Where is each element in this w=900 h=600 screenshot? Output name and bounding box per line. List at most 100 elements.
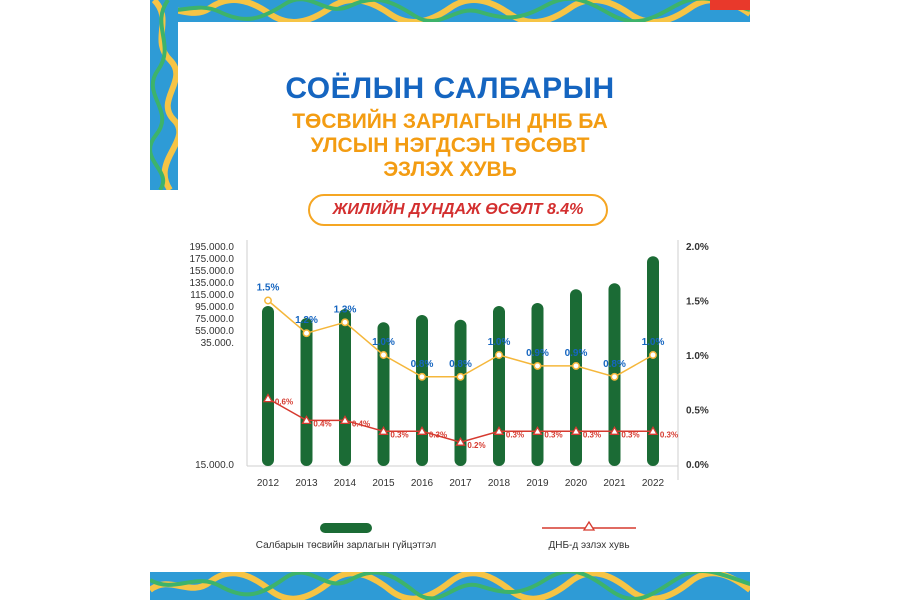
data-label: 0.3% (390, 430, 408, 439)
decorative-pattern-left (150, 0, 178, 190)
data-label: 0.8% (411, 359, 434, 370)
bar-series (262, 256, 659, 466)
data-point (610, 372, 619, 381)
x-tick-label: 2014 (334, 478, 357, 489)
corner-accent (710, 0, 750, 10)
data-point (379, 351, 388, 359)
data-point (262, 393, 274, 403)
subtitle-line: ЭЗЛЭХ ХУВЬ (383, 158, 517, 181)
data-label: 1.0% (642, 337, 665, 348)
left-axis-tick-label: 155.000.0 (190, 266, 235, 277)
data-point (495, 351, 503, 359)
data-label: 1.2% (295, 315, 318, 326)
data-label: 1.0% (372, 337, 395, 348)
data-point (570, 425, 582, 435)
x-tick-label: 2012 (257, 478, 280, 489)
data-point (302, 329, 311, 338)
subtitle-line: УЛСЫН НЭГДСЭН ТӨСӨВТ (310, 134, 590, 157)
bar (339, 309, 351, 466)
left-axis-tick-label: 75.000.0 (195, 314, 234, 325)
page-subtitle: ТӨСВИЙН ЗАРЛАГЫН ДНБ БА УЛСЫН НЭГДСЭН ТӨ… (150, 110, 750, 182)
share-of-gdp-line: 0.6% 0.4% 0.4% 0.3% 0.3% 0.2% 0.3% 0.3% 0.3% 0.3%… (262, 393, 678, 450)
chart: 195.000.0175.000.0155.000.0135.000.0115.… (190, 240, 709, 551)
left-axis-tick-label: 135.000.0 (190, 278, 235, 289)
x-tick-label: 2013 (295, 478, 318, 489)
bar (416, 315, 428, 466)
data-label: 1.5% (257, 283, 280, 294)
data-label: 1.0% (488, 337, 511, 348)
bar (300, 318, 313, 466)
data-label: 0.9% (565, 348, 588, 359)
data-label: 0.3% (583, 430, 601, 439)
subtitle-line: ТӨСВИЙН ЗАРЛАГЫН ДНБ БА (292, 110, 608, 133)
share-of-budget-line: 1.5% 1.2% 1.3% 1.0% 0.8% 0.8% 1.0% 0.9% 0.9% 0.8%… (257, 283, 665, 381)
data-point (533, 361, 542, 370)
x-tick-label: 2019 (526, 478, 549, 489)
left-axis-tick-label: 175.000.0 (190, 254, 235, 265)
data-point (378, 425, 389, 435)
bar (262, 306, 274, 466)
x-tick-label: 2016 (411, 478, 434, 489)
data-label: 0.9% (526, 348, 549, 359)
legend-label: ДНБ-д эзлэх хувь (548, 540, 629, 551)
legend: Салбарын төсвийн зарлагын гүйцэтгэл ДНБ-д… (256, 520, 636, 551)
x-tick-label: 2020 (565, 478, 588, 489)
legend-label: Салбарын төсвийн зарлагын гүйцэтгэл (256, 539, 437, 551)
right-axis: 2.0% 1.5% 1.0% 0.5% 0.0% (686, 242, 709, 471)
x-axis: 2012 2013 2014 2015 2016 2017 2018 2019 2020 2021… (257, 478, 665, 489)
data-label: 0.3% (621, 430, 639, 439)
infographic-frame: СОЁЛЫН САЛБАРЫН ТӨСВИЙН ЗАРЛАГЫН ДНБ БА … (150, 0, 750, 600)
growth-badge: ЖИЛИЙН ДУНДАЖ ӨСӨЛТ 8.4% (308, 194, 608, 226)
data-point (456, 372, 465, 381)
legend-bar-swatch (320, 523, 372, 533)
data-label: 0.6% (275, 398, 293, 407)
x-tick-label: 2022 (642, 478, 665, 489)
left-axis-tick-label: 115.000.0 (190, 290, 234, 301)
data-point (455, 436, 466, 446)
data-point (301, 415, 312, 425)
x-tick-label: 2015 (372, 478, 395, 489)
page-title: СОЁЛЫН САЛБАРЫН (285, 72, 615, 105)
x-tick-label: 2017 (449, 478, 472, 489)
bar (531, 303, 544, 466)
data-label: 0.3% (660, 430, 678, 439)
data-label: 0.8% (449, 359, 472, 370)
decorative-pattern-top (150, 0, 750, 22)
data-label: 0.2% (467, 441, 485, 450)
right-axis-tick-label: 0.0% (686, 460, 709, 471)
data-label: 0.4% (352, 419, 370, 428)
right-axis-tick-label: 0.5% (686, 406, 709, 417)
bar (493, 306, 505, 466)
data-label: 0.8% (603, 359, 626, 370)
data-label: 0.4% (313, 419, 331, 428)
bar (647, 256, 659, 466)
right-axis-tick-label: 1.5% (686, 297, 709, 308)
left-axis-tick-label: 55.000.0 (195, 326, 234, 337)
right-axis-tick-label: 2.0% (686, 242, 709, 253)
data-point (493, 425, 505, 435)
legend-marker (582, 520, 596, 531)
x-tick-label: 2021 (603, 478, 626, 489)
data-point (416, 425, 428, 435)
left-axis-tick-label: 15.000.0 (195, 460, 234, 471)
data-point (609, 425, 620, 435)
bar (454, 319, 467, 466)
data-point (341, 318, 349, 327)
data-point (532, 425, 543, 435)
x-tick-label: 2018 (488, 478, 511, 489)
data-point (572, 361, 580, 370)
left-axis-tick-label: 95.000.0 (195, 302, 234, 313)
decorative-pattern-bottom (150, 572, 750, 600)
bar (570, 289, 582, 466)
data-point (264, 296, 272, 305)
data-label: 0.3% (429, 430, 447, 439)
left-axis-tick-label: 195.000.0 (190, 242, 235, 253)
chart-grid (246, 240, 679, 480)
data-label: 1.3% (334, 304, 357, 315)
data-point (339, 415, 351, 425)
data-point (649, 351, 657, 359)
data-point (647, 425, 659, 435)
left-axis: 195.000.0175.000.0155.000.0135.000.0115.… (190, 242, 235, 471)
data-label: 0.3% (544, 430, 562, 439)
data-point (418, 372, 426, 381)
